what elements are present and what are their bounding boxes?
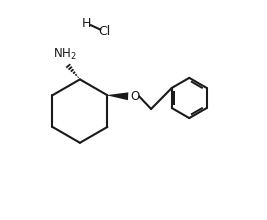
Text: Cl: Cl [98,25,110,38]
Text: H: H [82,17,91,30]
Text: O: O [130,90,139,103]
Text: NH$_2$: NH$_2$ [53,46,77,62]
Polygon shape [107,92,128,100]
